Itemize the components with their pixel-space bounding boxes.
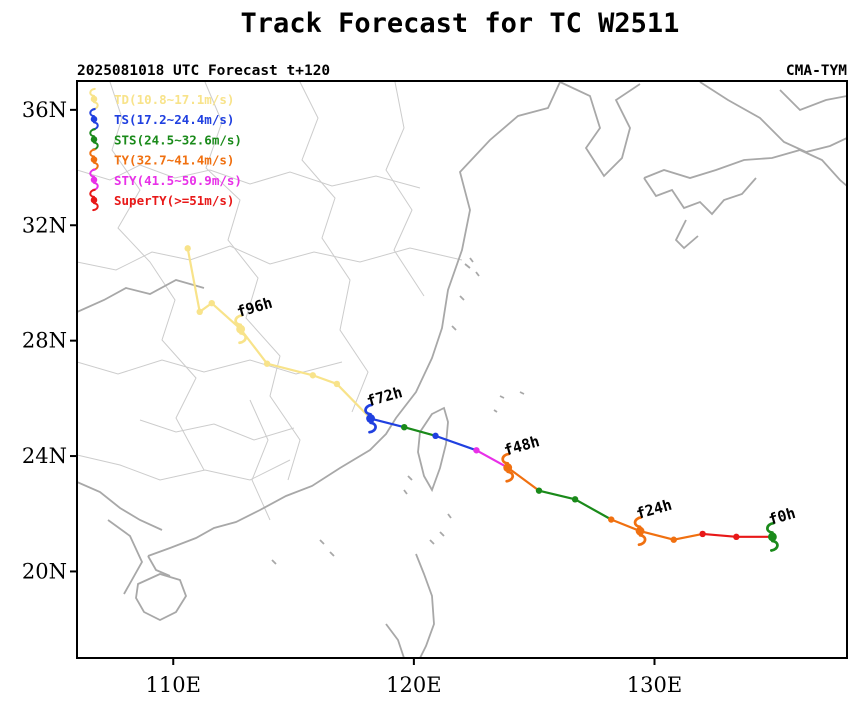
y-tick-label: 36N <box>22 98 67 122</box>
typhoon-symbol-icon <box>364 403 377 434</box>
typhoon-symbol-icon <box>89 168 99 191</box>
map-title: Track Forecast for TC W2511 <box>241 8 680 39</box>
province-borders <box>77 81 463 521</box>
typhoon-symbol-icon <box>766 521 779 552</box>
y-tick-label: 20N <box>22 559 67 583</box>
track-point <box>208 299 215 307</box>
country-borders <box>77 279 205 595</box>
x-tick-label: 110E <box>146 673 201 697</box>
track-segment <box>265 362 314 377</box>
y-tick-label: 32N <box>22 213 67 237</box>
legend-item-label: STS(24.5~32.6m/s) <box>114 132 242 147</box>
forecast-hour-label: f96h <box>235 294 275 321</box>
track-line <box>186 247 774 541</box>
track-point <box>432 432 439 440</box>
typhoon-symbol-icon <box>89 87 99 111</box>
track-point <box>401 424 408 431</box>
track-segment <box>672 532 704 541</box>
typhoon-symbol-icon <box>89 128 99 151</box>
forecast-hour-markers: f0h f24h f48h f72h f96h <box>234 294 798 552</box>
track-segment <box>311 374 338 386</box>
track-point <box>535 487 543 494</box>
model-label: CMA-TYM <box>786 63 847 79</box>
track-segment <box>610 518 642 533</box>
track-segment <box>701 532 738 538</box>
legend-item-label: TS(17.2~24.4m/s) <box>114 112 234 127</box>
track-segment <box>369 417 406 429</box>
typhoon-symbol-icon <box>89 188 99 212</box>
track-points <box>184 245 776 543</box>
track-segment <box>403 426 437 437</box>
forecast-time-label: 2025081018 UTC Forecast t+120 <box>77 63 330 79</box>
track-segment <box>186 247 201 313</box>
forecast-hour-label: f72h <box>365 383 405 410</box>
x-axis: 110E 120E 130E <box>146 658 682 697</box>
typhoon-symbol-icon <box>633 516 647 547</box>
track-point <box>309 372 317 379</box>
typhoon-symbol-icon <box>89 108 99 131</box>
y-tick-label: 24N <box>22 444 67 468</box>
track-segment <box>573 498 613 521</box>
track-point <box>333 380 341 388</box>
legend-item-label: STY(41.5~50.9m/s) <box>114 173 242 188</box>
track-point <box>571 496 579 503</box>
typhoon-symbol-icon <box>89 148 99 171</box>
intensity-legend: TD(10.8~17.1m/s) TS(17.2~24.4m/s) STS(24.5… <box>89 87 242 212</box>
legend-item-label: SuperTY(>=51m/s) <box>114 193 234 208</box>
track-point <box>196 308 203 315</box>
legend-item-label: TD(10.8~17.1m/s) <box>114 92 234 107</box>
x-tick-label: 130E <box>627 673 682 697</box>
forecast-hour-label: f0h <box>767 504 798 529</box>
forecast-hour-label: f48h <box>502 432 542 459</box>
y-axis: 20N 24N 28N 32N 36N <box>22 98 77 583</box>
track-segment <box>506 466 541 492</box>
track-point <box>473 447 480 454</box>
typhoon-symbol-icon <box>501 452 515 483</box>
forecast-hour-label: f24h <box>634 496 674 523</box>
basemap <box>77 81 847 658</box>
track-point <box>670 536 677 543</box>
track-segment <box>475 449 509 469</box>
x-tick-label: 120E <box>386 673 441 697</box>
track-segment <box>638 529 675 541</box>
track-point <box>733 533 740 541</box>
track-segment <box>537 489 577 501</box>
track-point <box>607 516 615 523</box>
legend-item-label: TY(32.7~41.4m/s) <box>114 153 234 168</box>
track-segment <box>434 434 478 452</box>
track-point <box>699 530 706 538</box>
typhoon-symbol-icon <box>234 314 247 345</box>
track-point <box>263 360 271 367</box>
y-tick-label: 28N <box>22 329 67 353</box>
track-point <box>184 245 191 252</box>
coastline <box>135 81 847 658</box>
track-segment <box>210 302 242 331</box>
plot-frame <box>76 80 848 659</box>
